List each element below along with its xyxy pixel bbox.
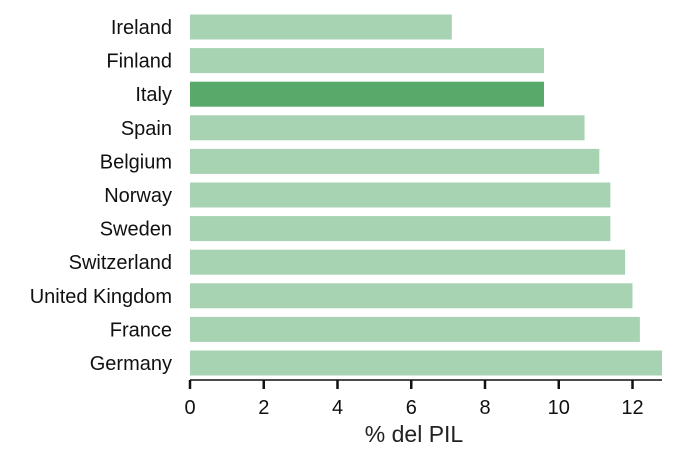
bar-sweden — [190, 216, 611, 242]
x-tick-label: 10 — [548, 397, 570, 419]
category-label-italy: Italy — [135, 84, 172, 106]
category-label-norway: Norway — [104, 185, 172, 207]
bar-spain — [190, 115, 585, 141]
category-label-spain: Spain — [121, 118, 172, 140]
bars-group — [190, 14, 662, 376]
bar-france — [190, 316, 640, 342]
x-ticks: 0 2 4 6 8 10 12 — [184, 380, 644, 419]
category-label-switzerland: Switzerland — [69, 252, 172, 274]
category-label-united-kingdom: United Kingdom — [30, 286, 172, 308]
category-label-ireland: Ireland — [111, 17, 172, 39]
x-tick-label: 12 — [621, 397, 643, 419]
x-tick-label: 4 — [332, 397, 343, 419]
bar-switzerland — [190, 249, 626, 275]
x-tick-label: 6 — [406, 397, 417, 419]
category-label-finland: Finland — [106, 51, 172, 73]
bar-italy — [190, 81, 544, 107]
category-label-france: France — [110, 319, 172, 341]
bar-belgium — [190, 148, 600, 174]
x-tick-label: 0 — [184, 397, 195, 419]
category-labels: Ireland Finland Italy Spain Belgium Norway Swe… — [30, 17, 172, 375]
category-label-belgium: Belgium — [100, 151, 172, 173]
bar-ireland — [190, 14, 452, 40]
x-axis: 0 2 4 6 8 10 12 — [184, 379, 662, 419]
bar-finland — [190, 48, 544, 74]
category-label-germany: Germany — [90, 353, 172, 375]
bar-germany — [190, 350, 662, 376]
x-tick-label: 8 — [479, 397, 490, 419]
category-label-sweden: Sweden — [100, 219, 172, 241]
x-axis-title: % del PIL — [365, 421, 464, 447]
bar-united-kingdom — [190, 283, 633, 309]
bar-norway — [190, 182, 611, 208]
x-tick-label: 2 — [258, 397, 269, 419]
